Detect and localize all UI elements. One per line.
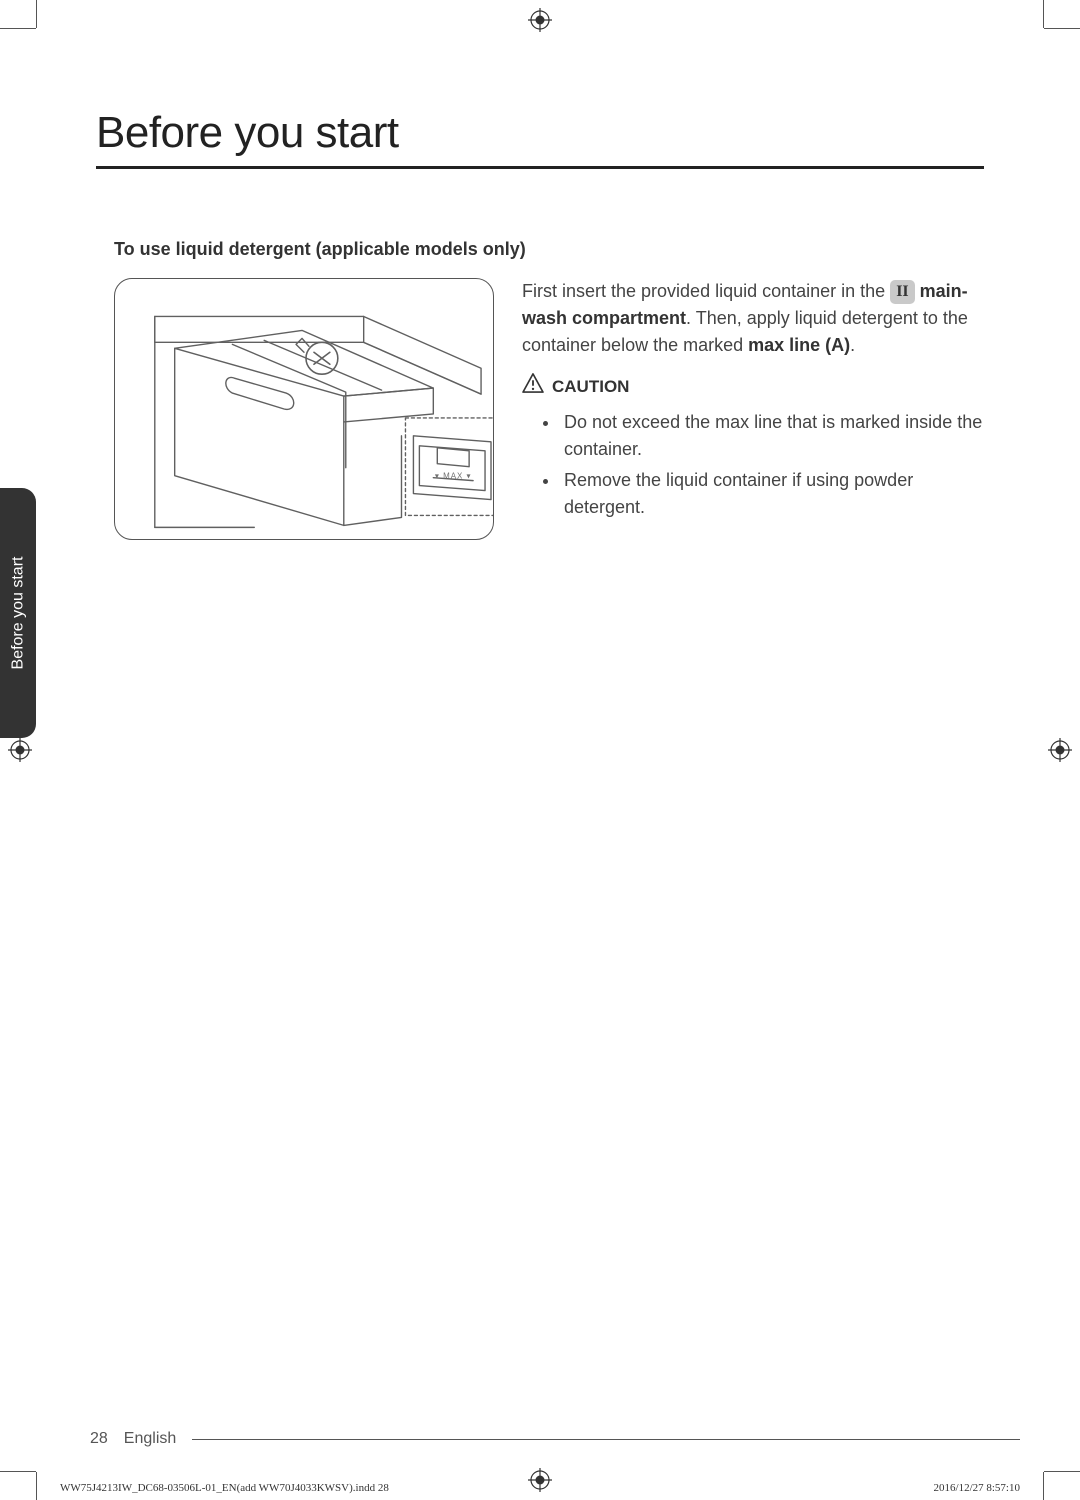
caution-list: Do not exceed the max line that is marke… (522, 409, 984, 521)
caution-item: Do not exceed the max line that is marke… (560, 409, 984, 463)
crop-mark (36, 1472, 37, 1500)
registration-mark-icon (1048, 738, 1072, 762)
print-filename: WW75J4213IW_DC68-03506L-01_EN(add WW70J4… (60, 1482, 389, 1494)
content-row: A ▾ MAX ▾ First insert the provided liqu… (114, 278, 984, 540)
page-number: 28 (90, 1430, 108, 1448)
crop-mark (1043, 1472, 1044, 1500)
page-language: English (124, 1430, 176, 1448)
crop-mark (36, 0, 37, 28)
registration-mark-icon (8, 738, 32, 762)
caution-icon (522, 373, 544, 401)
crop-mark (0, 28, 36, 29)
print-timestamp: 2016/12/27 8:57:10 (934, 1482, 1020, 1494)
caution-item: Remove the liquid container if using pow… (560, 467, 984, 521)
instruction-text: First insert the provided liquid contain… (522, 278, 984, 540)
page-title: Before you start (96, 108, 984, 158)
crop-mark (1044, 1471, 1080, 1472)
caution-heading: CAUTION (522, 373, 984, 401)
detergent-drawer-illustration: A ▾ MAX ▾ (114, 278, 494, 540)
footer-rule (192, 1439, 1020, 1440)
svg-text:▾ MAX ▾: ▾ MAX ▾ (435, 472, 472, 481)
section-tab: Before you start (0, 488, 36, 738)
page-footer: 28 English (90, 1430, 1020, 1448)
crop-mark (1044, 28, 1080, 29)
title-rule (96, 166, 984, 169)
crop-mark (0, 1471, 36, 1472)
compartment-badge: II (890, 280, 914, 304)
caution-label: CAUTION (552, 374, 629, 400)
print-metadata: WW75J4213IW_DC68-03506L-01_EN(add WW70J4… (60, 1482, 1020, 1494)
crop-mark (1043, 0, 1044, 28)
instruction-paragraph: First insert the provided liquid contain… (522, 278, 984, 359)
section-subtitle: To use liquid detergent (applicable mode… (114, 239, 984, 260)
section-tab-label: Before you start (9, 557, 27, 670)
